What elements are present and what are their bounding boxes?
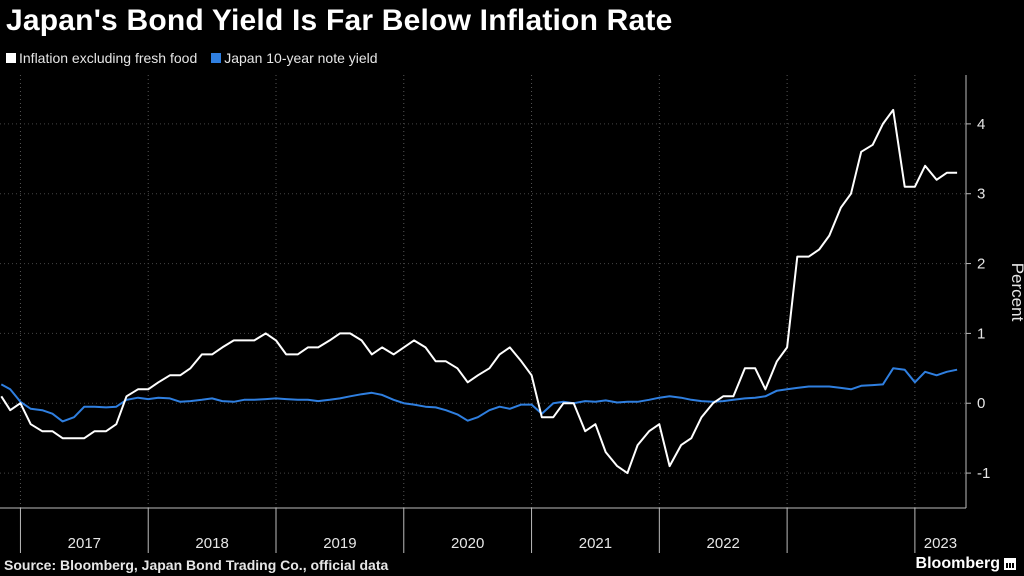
series-line-yield xyxy=(0,367,958,423)
y-tick-label: -1 xyxy=(977,465,990,482)
y-axis-title: Percent xyxy=(1008,263,1024,322)
y-tick-label: 1 xyxy=(977,325,985,342)
legend-label-yield: Japan 10-year note yield xyxy=(224,50,378,66)
x-tick-label: 2021 xyxy=(579,535,612,552)
x-tick-label: 2019 xyxy=(323,535,356,552)
y-tick-label: 4 xyxy=(977,116,985,133)
y-tick-label: 0 xyxy=(977,395,985,412)
legend: Inflation excluding fresh food Japan 10-… xyxy=(6,50,378,66)
source-note: Source: Bloomberg, Japan Bond Trading Co… xyxy=(4,557,389,573)
x-tick-label: 2018 xyxy=(195,535,228,552)
x-tick-label: 2017 xyxy=(68,535,101,552)
legend-label-inflation: Inflation excluding fresh food xyxy=(19,50,198,66)
legend-swatch-inflation xyxy=(6,53,16,63)
brand-label: Bloomberg xyxy=(915,555,1000,572)
y-tick-label: 2 xyxy=(977,256,985,273)
y-tick-label: 3 xyxy=(977,186,985,203)
legend-swatch-yield xyxy=(211,53,222,63)
x-tick-label: 2020 xyxy=(451,535,484,552)
x-tick-label: 2023 xyxy=(924,535,957,552)
series-line-inflation xyxy=(0,108,958,475)
legend-item-yield: Japan 10-year note yield xyxy=(211,50,378,66)
brand-logo: Bloomberg xyxy=(916,555,1016,573)
x-tick-label: 2022 xyxy=(707,535,740,552)
legend-item-inflation: Inflation excluding fresh food xyxy=(6,50,197,66)
chart-title: Japan's Bond Yield Is Far Below Inflatio… xyxy=(6,4,673,37)
bloomberg-chart-icon xyxy=(1004,558,1016,570)
